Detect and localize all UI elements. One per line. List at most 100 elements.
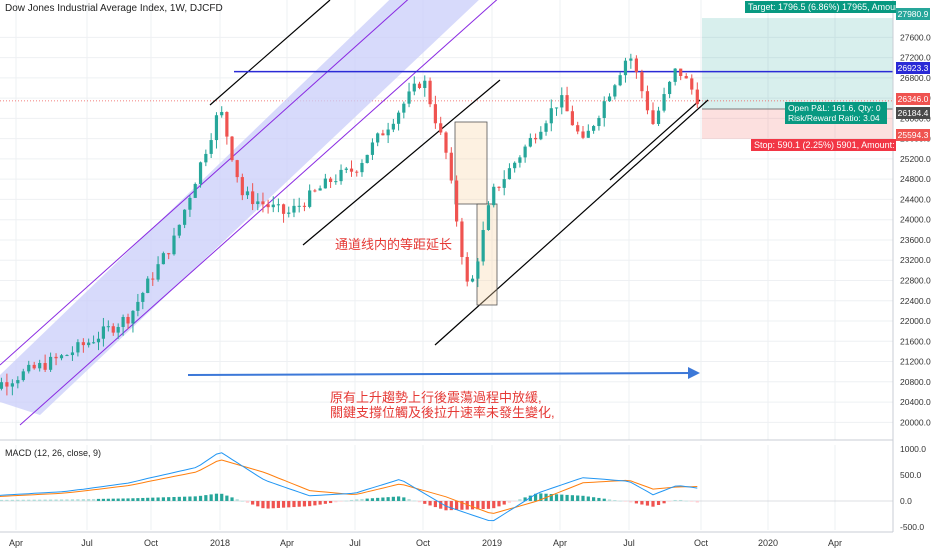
macd-histogram-bar bbox=[396, 496, 401, 501]
macd-histogram-bar bbox=[101, 498, 106, 501]
candle-body bbox=[183, 209, 187, 225]
candle-body bbox=[673, 68, 677, 82]
macd-histogram-bar bbox=[161, 497, 165, 501]
candle-body bbox=[220, 112, 224, 116]
candle-body bbox=[486, 205, 491, 230]
macd-histogram-bar bbox=[183, 496, 187, 501]
macd-histogram-bar bbox=[634, 500, 638, 504]
macd-pane bbox=[0, 452, 893, 522]
macd-histogram-bar bbox=[539, 493, 543, 501]
macd-histogram-bar bbox=[225, 495, 229, 501]
macd-histogram-bar bbox=[43, 499, 47, 501]
macd-histogram-bar bbox=[121, 498, 125, 501]
candle-body bbox=[161, 253, 165, 265]
macd-histogram-bar bbox=[313, 500, 317, 506]
macd-histogram-bar bbox=[198, 495, 203, 501]
macd-histogram-bar bbox=[613, 500, 617, 501]
candle-body bbox=[91, 342, 96, 344]
macd-histogram-bar bbox=[645, 500, 650, 506]
macd-label: MACD (12, 26, close, 9) bbox=[5, 448, 102, 458]
candle-body bbox=[276, 204, 281, 206]
price-tag-resistance: 26923.3 bbox=[896, 62, 930, 74]
y-tick-label: 25200.0 bbox=[900, 154, 931, 164]
macd-histogram-bar bbox=[251, 500, 255, 505]
candle-body bbox=[225, 112, 229, 137]
candle-body bbox=[497, 186, 501, 188]
candle-body bbox=[328, 178, 333, 182]
candle-body bbox=[581, 131, 585, 138]
macd-histogram-bar bbox=[276, 500, 281, 508]
candle-body bbox=[597, 117, 601, 127]
candle-body bbox=[146, 278, 150, 293]
x-tick-label: Apr bbox=[828, 538, 842, 548]
candle-body bbox=[54, 356, 58, 359]
macd-histogram-bar bbox=[497, 500, 501, 507]
candle-body bbox=[576, 125, 580, 132]
macd-histogram-bar bbox=[54, 499, 58, 501]
macd-histogram-bar bbox=[266, 500, 270, 509]
macd-histogram-bar bbox=[193, 496, 197, 501]
macd-histogram-bar bbox=[592, 497, 596, 501]
candle-body bbox=[623, 60, 628, 76]
macd-histogram-bar bbox=[126, 498, 130, 501]
candle-body bbox=[565, 95, 569, 112]
macd-histogram-bar bbox=[214, 493, 219, 501]
candle-body bbox=[235, 160, 239, 178]
highlight-box-bottom bbox=[476, 203, 498, 306]
candle-body bbox=[523, 146, 527, 158]
x-tick-label: Apr bbox=[280, 538, 294, 548]
macd-histogram-bar bbox=[365, 498, 369, 501]
candle-body bbox=[355, 171, 359, 173]
macd-histogram-bar bbox=[156, 497, 160, 501]
candle-body bbox=[656, 110, 661, 124]
x-tick-label: Apr bbox=[553, 538, 567, 548]
macd-histogram-bar bbox=[684, 500, 688, 502]
candle-body bbox=[507, 168, 512, 180]
trend-line bbox=[209, 0, 331, 106]
macd-histogram-bar bbox=[492, 500, 496, 509]
macd-histogram-bar bbox=[256, 500, 260, 507]
y-tick-label: 22800.0 bbox=[900, 275, 931, 285]
candle-body bbox=[131, 310, 135, 324]
candle-body bbox=[492, 186, 496, 206]
macd-histogram-bar bbox=[386, 497, 390, 501]
candle-body bbox=[271, 204, 275, 208]
direction-arrow-head bbox=[688, 367, 700, 379]
candle-body bbox=[539, 131, 543, 140]
x-tick-label: 2019 bbox=[482, 538, 502, 548]
candle-body bbox=[602, 101, 606, 118]
macd-histogram-bar bbox=[439, 500, 443, 509]
candle-body bbox=[560, 95, 564, 108]
candle-body bbox=[106, 326, 110, 328]
macd-histogram-bar bbox=[287, 500, 291, 508]
candle-body bbox=[177, 224, 181, 236]
y-tick-label: 24800.0 bbox=[900, 174, 931, 184]
candle-body bbox=[266, 204, 270, 208]
candle-body bbox=[96, 338, 101, 343]
trend-line bbox=[434, 99, 709, 346]
macd-histogram-bar bbox=[554, 494, 559, 501]
y-tick-label: 20800.0 bbox=[900, 377, 931, 387]
candle-body bbox=[344, 168, 348, 170]
candle-body bbox=[449, 152, 453, 181]
macd-histogram-bar bbox=[146, 497, 150, 501]
candle-body bbox=[21, 371, 25, 381]
channel-lower bbox=[19, 0, 498, 426]
macd-histogram-bar bbox=[407, 499, 411, 501]
candle-body bbox=[554, 107, 559, 109]
candle-body bbox=[592, 126, 596, 131]
macd-histogram-bar bbox=[586, 496, 590, 501]
position-zones bbox=[0, 18, 893, 139]
macd-histogram-bar bbox=[230, 497, 234, 501]
y-tick-label: 26800.0 bbox=[900, 73, 931, 83]
candle-body bbox=[76, 342, 80, 353]
candle-body bbox=[43, 363, 47, 370]
macd-histogram-bar bbox=[141, 497, 145, 501]
candle-body bbox=[38, 363, 42, 369]
macd-histogram-bar bbox=[87, 499, 91, 501]
macd-histogram-bar bbox=[370, 498, 375, 501]
candle-body bbox=[465, 256, 469, 282]
macd-histogram-bar bbox=[136, 498, 140, 501]
